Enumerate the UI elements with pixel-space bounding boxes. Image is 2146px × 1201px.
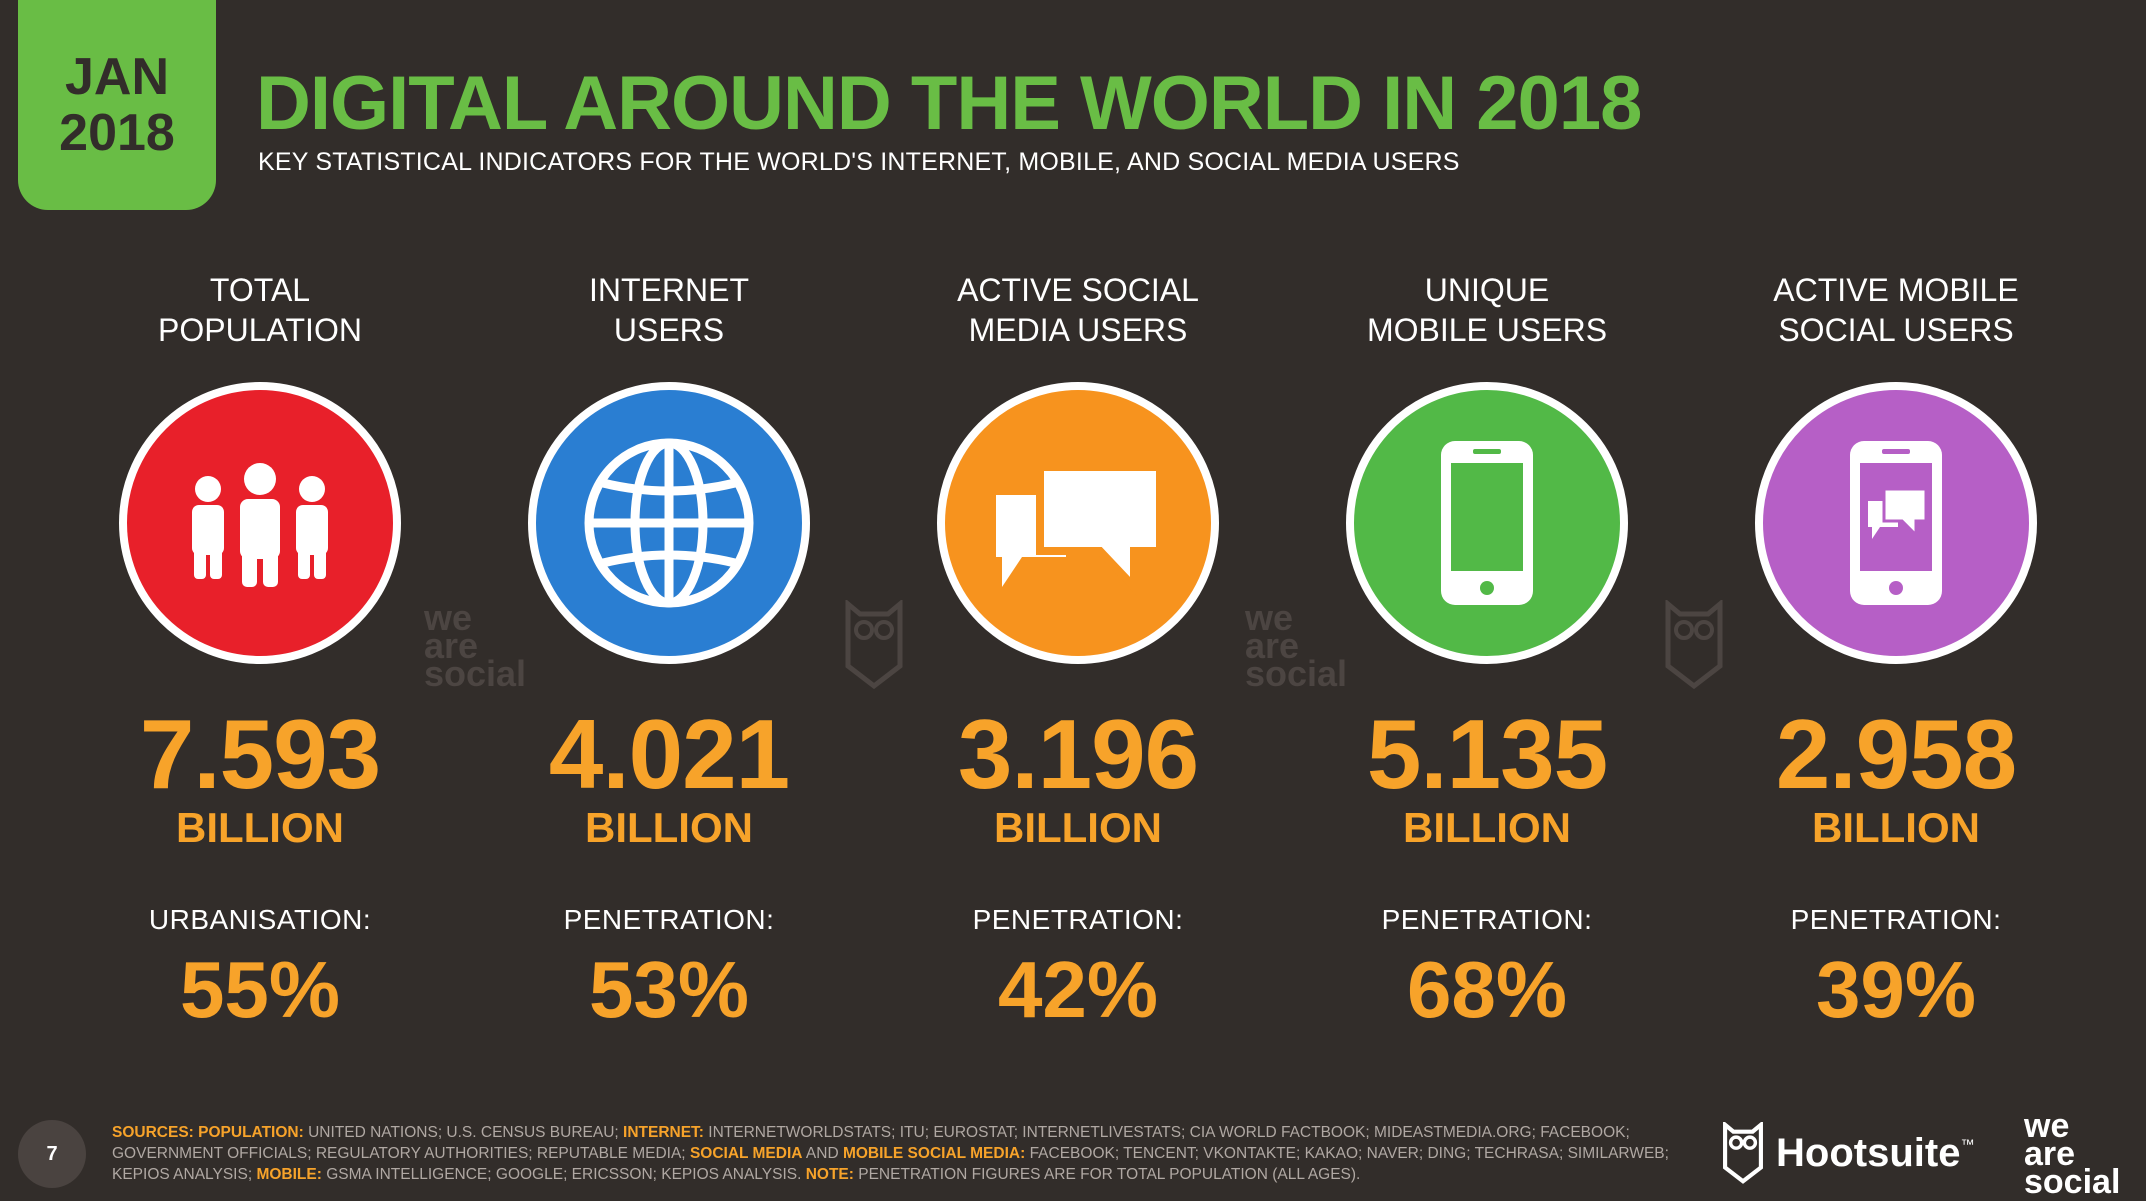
hootsuite-wordmark: Hootsuite (1776, 1130, 1961, 1175)
hootsuite-logo: Hootsuite ™ (1720, 1122, 1974, 1184)
stat-sub-value: 53% (588, 945, 750, 1034)
stat-sub-value: 39% (1815, 945, 1977, 1034)
badge-month: JAN (64, 48, 170, 106)
owl-icon (1723, 1122, 1763, 1184)
owl-icon (845, 600, 903, 690)
stat-sub-label: PENETRATION: (1381, 904, 1593, 935)
stat-internet-users: INTERNET USERS 4.021 BILLION PENETRATION… (469, 270, 869, 1032)
badge-year: 2018 (59, 104, 175, 162)
stat-circle (528, 382, 810, 664)
stat-label: ACTIVE SOCIAL MEDIA USERS (957, 272, 1199, 348)
stat-active-mobile-social-users: ACTIVE MOBILE SOCIAL USERS 2.958 BILLION… (1696, 270, 2096, 1032)
stat-label: INTERNET USERS (589, 272, 749, 348)
stat-circle (1346, 382, 1628, 664)
date-badge: JAN 2018 (18, 0, 216, 210)
stat-label: ACTIVE MOBILE SOCIAL USERS (1773, 272, 2019, 348)
stat-sub-label: URBANISATION: (148, 904, 372, 935)
stat-label: UNIQUE MOBILE USERS (1366, 272, 1608, 348)
stat-active-social-media-users: ACTIVE SOCIAL MEDIA USERS 3.196 BILLION … (878, 270, 1278, 1032)
stat-sub-value: 55% (179, 945, 341, 1034)
owl-icon (1665, 600, 1723, 690)
people-icon (192, 463, 328, 587)
stat-value: 2.958 (1775, 699, 2017, 809)
stat-unit: BILLION (176, 804, 344, 851)
stat-circle (119, 382, 401, 664)
we-are-social-logo: we are social (2024, 1107, 2121, 1201)
stat-value: 7.593 (139, 699, 381, 809)
mobile-phone-icon (1441, 441, 1533, 605)
stat-value: 4.021 (548, 699, 790, 809)
page-title: DIGITAL AROUND THE WORLD IN 2018 (256, 61, 1642, 146)
chat-bubbles-icon (996, 463, 1164, 598)
globe-icon (584, 438, 754, 608)
sources-text: SOURCES: POPULATION: UNITED NATIONS; U.S… (112, 1124, 1669, 1183)
stat-sub-label: PENETRATION: (563, 904, 775, 935)
stat-label: TOTAL POPULATION (158, 272, 362, 348)
stat-total-population: TOTAL POPULATION 7.593 BILLION URBANISAT… (60, 270, 460, 1032)
stat-unit: BILLION (585, 804, 753, 851)
stat-unit: BILLION (1403, 804, 1571, 851)
stat-sub-label: PENETRATION: (1790, 904, 2002, 935)
stat-sub-value: 68% (1406, 945, 1568, 1034)
stat-sub-label: PENETRATION: (972, 904, 1184, 935)
stat-value: 3.196 (957, 699, 1199, 809)
we-are-social-watermark: we are social (424, 597, 527, 694)
we-are-social-watermark: we are social (1245, 597, 1348, 694)
stat-circle (937, 382, 1219, 664)
page-number: 7 (18, 1120, 86, 1188)
stat-unique-mobile-users: UNIQUE MOBILE USERS 5.135 BILLION PENETR… (1287, 270, 1687, 1032)
stat-value: 5.135 (1366, 699, 1608, 809)
stat-unit: BILLION (1812, 804, 1980, 851)
page-subtitle: KEY STATISTICAL INDICATORS FOR THE WORLD… (258, 148, 1460, 176)
stat-unit: BILLION (994, 804, 1162, 851)
stat-sub-value: 42% (997, 945, 1159, 1034)
stat-circle (1755, 382, 2037, 664)
mobile-social-icon (1850, 441, 1942, 605)
